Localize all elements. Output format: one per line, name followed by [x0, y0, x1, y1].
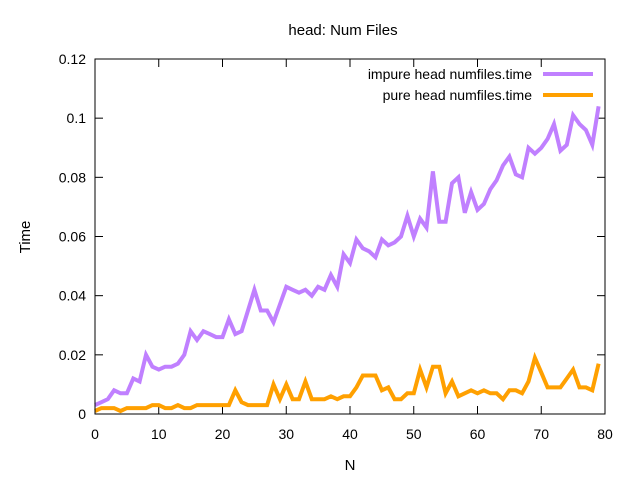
y-tick-label: 0.08	[59, 169, 86, 185]
y-tick-label: 0.06	[59, 229, 86, 245]
y-axis-label: Time	[17, 221, 34, 254]
x-tick-label: 40	[342, 426, 358, 442]
x-tick-label: 0	[91, 426, 99, 442]
y-tick-label: 0.04	[59, 288, 86, 304]
x-tick-label: 80	[597, 426, 613, 442]
legend-label: pure head numfiles.time	[383, 87, 533, 103]
legend-label: impure head numfiles.time	[368, 66, 532, 82]
x-tick-label: 10	[151, 426, 167, 442]
legend: impure head numfiles.time pure head numfi…	[368, 66, 593, 103]
y-tick-label: 0.12	[59, 51, 86, 67]
plot-frame	[94, 58, 606, 415]
x-tick-label: 20	[215, 426, 231, 442]
series-line-0	[94, 105, 601, 407]
y-tick-label: 0	[78, 406, 86, 422]
x-tick-label: 50	[406, 426, 422, 442]
x-tick-label: 60	[470, 426, 486, 442]
x-axis-label: N	[345, 457, 356, 474]
y-tick-label: 0.1	[67, 110, 87, 126]
chart-title: head: Num Files	[288, 22, 397, 39]
y-tick-label: 0.02	[59, 347, 86, 363]
series-lines	[94, 105, 601, 414]
x-tick-label: 30	[278, 426, 294, 442]
series-line-1	[94, 351, 601, 414]
axis-ticks: 0 0.02 0.04 0.06 0.08 0.1 0.12 0 10 20 30 40 50 60 70 8…	[59, 51, 613, 442]
x-tick-label: 70	[533, 426, 549, 442]
